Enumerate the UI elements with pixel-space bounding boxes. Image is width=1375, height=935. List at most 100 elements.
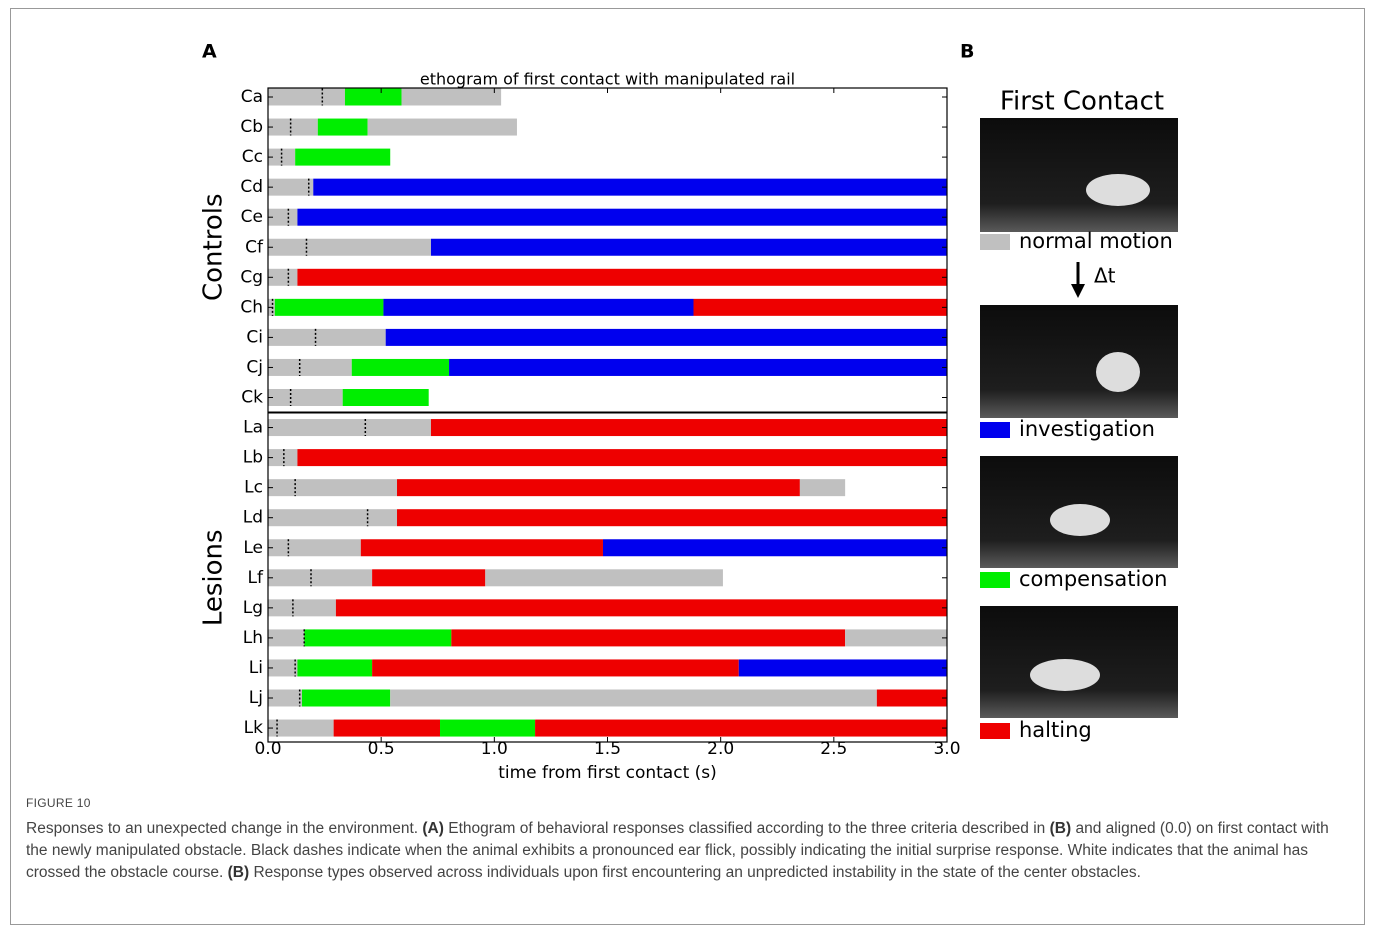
row-label: Cc (242, 147, 263, 167)
segment (268, 569, 373, 587)
segment (360, 539, 603, 557)
segment (451, 629, 846, 647)
legend-swatch (980, 572, 1010, 588)
row-label: Lh (243, 628, 263, 648)
legend-label: investigation (1019, 417, 1155, 441)
segment (268, 358, 352, 376)
segment (390, 689, 877, 707)
photos (980, 118, 1178, 718)
x-tick-label: 2.5 (820, 739, 847, 759)
row-label: Lk (244, 718, 263, 738)
caption-panel-ref: (B) (227, 864, 250, 881)
figure-number: FIGURE 10 (26, 796, 91, 810)
segment (268, 88, 345, 106)
segment (268, 419, 431, 437)
rat (1096, 352, 1140, 392)
segment (297, 449, 947, 467)
segment (333, 719, 441, 737)
x-tick-label: 0.0 (254, 739, 281, 759)
segment (372, 569, 486, 587)
x-tick-label: 1.5 (594, 739, 621, 759)
legend-swatch (980, 422, 1010, 438)
segment (301, 689, 391, 707)
caption: FIGURE 10 Responses to an unexpected cha… (26, 792, 1346, 884)
row-label: Lc (244, 478, 263, 498)
photo (980, 305, 1178, 418)
x-tick-label: 0.5 (368, 739, 395, 759)
segment (268, 719, 334, 737)
legend-label: compensation (1019, 567, 1167, 591)
row-label: Lf (248, 568, 264, 588)
segment (268, 238, 431, 256)
row-label: Ce (241, 207, 263, 227)
segment (344, 88, 402, 106)
segment (430, 238, 948, 256)
row-label: Ci (246, 327, 263, 347)
segment (351, 358, 450, 376)
segment (383, 298, 694, 316)
row-label: La (243, 418, 263, 438)
segment (268, 659, 298, 677)
caption-panel-ref: (B) (1049, 820, 1072, 837)
segment (602, 539, 947, 557)
legend-label: normal motion (1019, 229, 1173, 253)
segment (268, 509, 398, 527)
segment (430, 419, 948, 437)
caption-sentence: Response types observed across individua… (249, 864, 1141, 881)
row-label: Ca (241, 87, 263, 107)
panel-label: A (202, 41, 217, 63)
segment (397, 479, 800, 497)
chart-title: ethogram of first contact with manipulat… (420, 70, 795, 89)
segment (397, 509, 947, 527)
segment (342, 389, 429, 406)
segment (449, 358, 947, 376)
segment (268, 629, 305, 647)
segment (295, 148, 391, 166)
segment (268, 689, 302, 707)
segment (876, 689, 947, 707)
rat (1050, 504, 1110, 536)
panel-label: B (960, 41, 974, 63)
caption-panel-ref: (A) (422, 820, 444, 837)
row-label: Ld (243, 508, 263, 528)
x-tick-label: 3.0 (933, 739, 960, 759)
segment (845, 629, 947, 647)
x-tick-label: 2.0 (707, 739, 734, 759)
segment (313, 178, 947, 196)
segment (799, 479, 846, 497)
legend-label: halting (1019, 718, 1092, 742)
row-label: Cg (240, 267, 263, 287)
segment (693, 298, 947, 316)
caption-sentence: Responses to an unexpected change in the… (26, 820, 423, 837)
x-axis-label: time from first contact (s) (498, 763, 717, 783)
row-label: Ch (240, 297, 263, 317)
rat (1086, 174, 1150, 206)
arrow-label: Δt (1094, 264, 1116, 288)
segment (297, 208, 947, 226)
segment (335, 599, 947, 617)
segment (268, 118, 318, 136)
segment (367, 118, 517, 136)
legend-swatch (980, 234, 1010, 250)
segment (268, 389, 343, 406)
segment (268, 539, 361, 557)
segment (268, 178, 314, 196)
segment (535, 719, 947, 737)
row-label: Cd (240, 177, 263, 197)
row-label: Cj (246, 357, 263, 377)
segment (268, 479, 398, 497)
segment (268, 328, 386, 346)
legend-swatch (980, 723, 1010, 739)
segment (304, 629, 452, 647)
row-label: Lg (243, 598, 263, 618)
row-label: Lb (243, 448, 263, 468)
segment (268, 449, 298, 467)
rat (1030, 659, 1100, 691)
segment (385, 328, 947, 346)
photo (980, 118, 1178, 232)
segment (274, 298, 384, 316)
row-label: Cb (240, 117, 263, 137)
caption-sentence: and aligned (0.0) on first contact with … (26, 820, 1329, 881)
